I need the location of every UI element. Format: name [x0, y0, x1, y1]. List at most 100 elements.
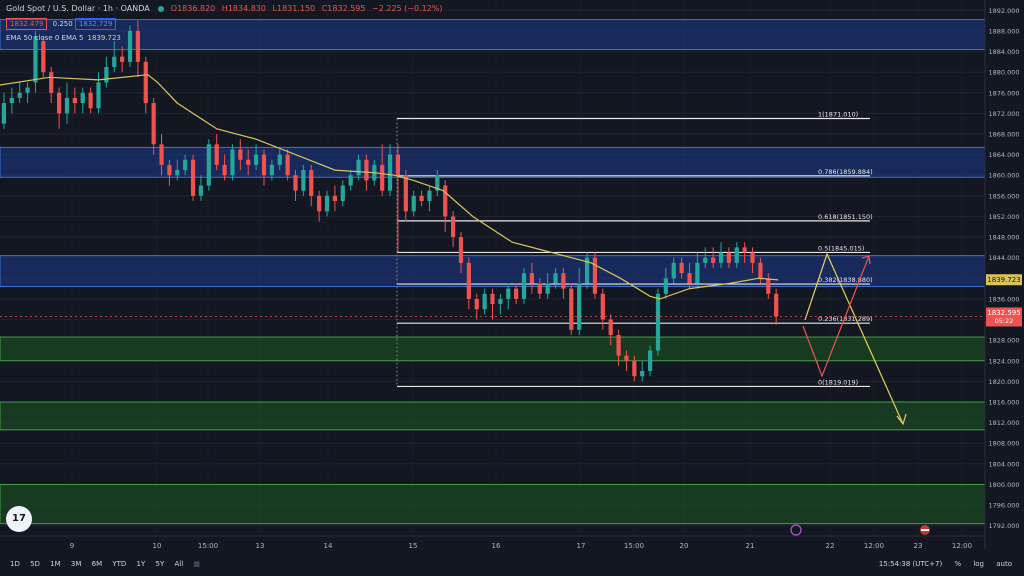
candle-body [112, 56, 117, 67]
candle-body [285, 154, 290, 176]
time-tick-label: 12:00 [864, 542, 884, 550]
candle-body [584, 257, 590, 284]
candle-body [608, 319, 613, 335]
time-tick-label: 16 [492, 542, 501, 550]
red-arrow-head [861, 255, 871, 265]
range-5y[interactable]: 5Y [155, 560, 165, 568]
time-axis[interactable]: 9 10 15:00 13 14 15 16 17 15:00 20 21 22 12:00 23 12:0… [70, 542, 972, 550]
ohlc-low: L1831.150 [272, 4, 316, 13]
candle-body [600, 293, 605, 320]
fib-level-label: 1(1871.010) [818, 110, 858, 118]
candle-body [222, 164, 227, 176]
price-tick-label: 1816.000 [988, 399, 1019, 407]
candle-body [127, 30, 133, 62]
candle-body [458, 237, 464, 263]
candle-body [419, 195, 424, 201]
candle-body [774, 293, 779, 317]
buy-button[interactable]: 1832.729 [74, 18, 117, 30]
svg-text:1839.723: 1839.723 [987, 276, 1020, 284]
last-price-tag: 1832.595 05:22 [986, 307, 1022, 327]
candle-body [695, 262, 700, 284]
candle-body [33, 36, 38, 83]
candle-body [561, 273, 566, 289]
range-toolbar: 1D 5D 1M 3M 6M YTD 1Y 5Y All ▦ [10, 560, 208, 568]
range-1m[interactable]: 1M [50, 560, 61, 568]
candle-body [482, 293, 487, 310]
calendar-icon[interactable]: ▦ [193, 560, 201, 568]
candle-body [246, 159, 251, 165]
candle-body [766, 278, 771, 294]
candle-body [671, 262, 676, 279]
time-tick-label: 12:00 [952, 542, 972, 550]
projection-arrows[interactable] [802, 252, 907, 426]
support-zone [0, 483, 986, 525]
candle-body [159, 144, 164, 165]
log-toggle[interactable]: log [973, 560, 984, 568]
spread-value: 0.250 [52, 20, 73, 28]
candle-body [120, 56, 125, 62]
candle-body [648, 350, 653, 372]
candle-body [521, 273, 527, 299]
range-5d[interactable]: 5D [30, 560, 40, 568]
candle-body [592, 257, 598, 294]
candle-body [214, 144, 219, 165]
price-tick-label: 1808.000 [988, 440, 1019, 448]
ohlc-high: H1834.830 [221, 4, 266, 13]
candle-body [750, 252, 755, 263]
candle-body [254, 154, 259, 165]
candle-body [25, 87, 30, 93]
fib-retracement[interactable]: 1(1871.010) 0.786(1859.884) 0.618(1851.150… [396, 110, 873, 388]
range-6m[interactable]: 6M [91, 560, 103, 568]
range-all[interactable]: All [174, 560, 184, 568]
fib-level-label: 0.382(1838.880) [818, 276, 873, 284]
candle-body [80, 92, 85, 104]
fib-level-label: 0.786(1859.884) [818, 168, 873, 176]
candle-body [41, 41, 46, 73]
candle-body [640, 371, 645, 377]
market-status-icon [158, 5, 165, 12]
price-tick-label: 1828.000 [988, 337, 1019, 345]
candle-body [718, 252, 724, 263]
candle-body [364, 159, 369, 181]
support-zone [0, 336, 986, 362]
sell-button[interactable]: 1832.479 [6, 18, 48, 30]
candle-body [261, 154, 267, 176]
candle-body [687, 273, 692, 284]
tradingview-logo[interactable]: 17 [6, 506, 32, 532]
candle-body [151, 103, 156, 145]
price-tick-label: 1872.000 [988, 110, 1019, 118]
yellow-projection-path [804, 252, 904, 425]
clock[interactable]: 15:54:38 (UTC+7) [878, 560, 943, 568]
candle-body [380, 164, 385, 191]
sr-zones [0, 19, 986, 525]
ema-price-tag: 1839.723 [986, 274, 1022, 286]
candle-body [553, 273, 558, 284]
candle-body [545, 283, 550, 294]
candle-body [143, 61, 148, 104]
ema-legend[interactable]: EMA 50 close 0 EMA 5 1839.723 [6, 34, 121, 42]
auto-toggle[interactable]: auto [996, 560, 1012, 568]
candle-body [206, 144, 211, 186]
range-3m[interactable]: 3M [70, 560, 82, 568]
candle-body [632, 360, 637, 377]
resistance-zone [0, 146, 986, 178]
candle-body [175, 170, 180, 176]
candle-body [655, 293, 661, 351]
percent-toggle[interactable]: % [954, 560, 962, 568]
event-icons[interactable] [790, 524, 930, 536]
ohlc-open: O1836.820 [170, 4, 216, 13]
candle-body [269, 164, 274, 176]
range-1y[interactable]: 1Y [136, 560, 146, 568]
range-1d[interactable]: 1D [10, 560, 20, 568]
price-tick-label: 1860.000 [988, 172, 1019, 180]
status-toolbar: 15:54:38 (UTC+7) % log auto [869, 560, 1012, 568]
fib-level-label: 0(1819.019) [818, 378, 858, 386]
candles [1, 20, 779, 382]
candle-body [309, 170, 314, 196]
candle-body [356, 159, 361, 176]
range-ytd[interactable]: YTD [112, 560, 127, 568]
symbol-title[interactable]: Gold Spot / U.S. Dollar · 1h · OANDA [6, 4, 150, 13]
candle-body [474, 298, 479, 310]
candle-body [443, 185, 448, 217]
